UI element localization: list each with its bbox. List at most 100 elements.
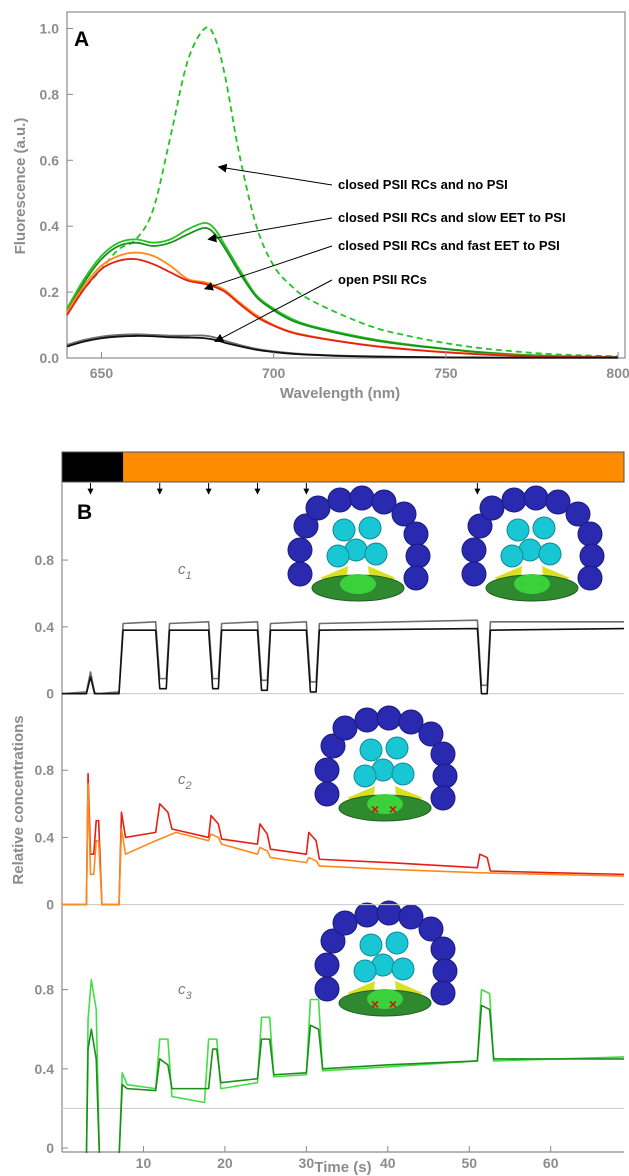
series-line-gray xyxy=(62,619,624,695)
antenna-blue xyxy=(349,485,375,511)
annotation-label: closed PSII RCs and fast EET to PSI xyxy=(338,238,560,253)
antenna-cyan xyxy=(364,542,388,566)
antenna-cyan xyxy=(385,931,409,955)
series-line-fast_eet_2 xyxy=(66,258,619,359)
antenna-blue xyxy=(577,521,603,547)
psii-complex-illustration-4: × × xyxy=(314,900,458,1017)
antenna-blue xyxy=(398,709,424,735)
psii-complex-illustration-2 xyxy=(461,485,605,602)
y-tick-label: 0.8 xyxy=(35,762,55,778)
annotation-arrow xyxy=(217,163,333,186)
antenna-blue xyxy=(314,976,340,1002)
antenna-blue xyxy=(479,495,505,521)
panel-b-x-ticks: 10 20 30 40 50 60 xyxy=(136,1146,559,1171)
antenna-blue xyxy=(430,741,456,767)
x-tick-label: 30 xyxy=(299,1155,315,1171)
x-tick-label: 10 xyxy=(136,1155,152,1171)
panel-b-x-axis-label: Time (s) xyxy=(314,1159,371,1176)
subplot-label-subscript: 1 xyxy=(186,570,192,582)
light-bar-frame xyxy=(61,451,625,483)
antenna-blue xyxy=(432,958,458,984)
y-tick-label: 1.0 xyxy=(40,20,60,36)
series-line-green_light xyxy=(85,978,624,1153)
antenna-blue xyxy=(391,501,417,527)
y-tick-label: 0.8 xyxy=(35,552,55,568)
y-tick-label: 0.8 xyxy=(35,982,55,998)
antenna-cyan xyxy=(500,544,524,568)
light-bar-dark xyxy=(62,452,124,482)
antenna-cyan xyxy=(391,957,415,981)
y-tick-label: 0.4 xyxy=(40,218,60,234)
antenna-blue xyxy=(405,543,431,569)
antenna-blue xyxy=(314,952,340,978)
panel-b-y-axis-label: Relative concentrations xyxy=(10,715,27,884)
annotation-arrow xyxy=(214,279,333,342)
subplot-label-subscript: 2 xyxy=(185,780,192,792)
annotation-label: closed PSII RCs and slow EET to PSI xyxy=(338,210,566,225)
x-tick-label: 20 xyxy=(217,1155,233,1171)
series-line-open_1 xyxy=(66,333,619,359)
subplot-label-c: c xyxy=(178,561,186,578)
antenna-blue xyxy=(430,980,456,1006)
antenna-blue xyxy=(432,763,458,789)
antenna-cyan xyxy=(332,518,356,542)
antenna-blue xyxy=(545,489,571,515)
closed-rc-x-icon: × xyxy=(371,996,379,1012)
panel-a-x-axis-label: Wavelength (nm) xyxy=(280,385,400,402)
flash-arrows xyxy=(87,483,481,495)
antenna-cyan xyxy=(391,762,415,786)
subplot-label: c1 xyxy=(178,561,192,582)
annotation-label: closed PSII RCs and no PSI xyxy=(338,177,508,192)
panel-a-annotations: closed PSII RCs and no PSI closed PSII RC… xyxy=(203,163,566,342)
core-green-light xyxy=(367,794,403,814)
y-tick-label: 0.4 xyxy=(35,829,55,845)
antenna-cyan xyxy=(353,959,377,983)
series-line-no_psi xyxy=(66,26,619,358)
antenna-blue xyxy=(287,537,313,563)
series-line-slow_eet_2 xyxy=(66,226,619,358)
panel-a-frame xyxy=(66,11,626,359)
y-tick-label: 0.8 xyxy=(40,86,60,102)
antenna-blue xyxy=(523,485,549,511)
antenna-blue xyxy=(332,910,358,936)
panel-a-ticks: 650 700 750 800 0.0 0.2 0.4 0.6 0.8 1.0 xyxy=(40,20,629,381)
closed-rc-x-icon: × xyxy=(389,996,397,1012)
antenna-cyan xyxy=(359,933,383,957)
antenna-cyan xyxy=(353,764,377,788)
series-line-green_dark xyxy=(85,1004,624,1153)
series-line-open_2 xyxy=(66,335,619,359)
subplot-label-c: c xyxy=(178,771,186,788)
panel-b-label: B xyxy=(77,501,92,524)
annotation-arrow xyxy=(207,217,333,243)
series-line-red xyxy=(62,772,624,906)
antenna-blue xyxy=(418,916,444,942)
x-tick-label: 50 xyxy=(461,1155,477,1171)
y-tick-label: 0 xyxy=(46,1140,54,1156)
annotation-label: open PSII RCs xyxy=(338,272,427,287)
antenna-blue xyxy=(565,501,591,527)
subplot-c2: 0 0.4 0.8 c2 xyxy=(35,762,624,913)
antenna-blue xyxy=(314,781,340,807)
subplot-label: c2 xyxy=(178,771,192,792)
antenna-blue xyxy=(430,936,456,962)
annotation-arrow xyxy=(203,245,333,291)
antenna-blue xyxy=(320,928,346,954)
antenna-blue xyxy=(403,521,429,547)
x-tick-label: 750 xyxy=(434,365,458,381)
antenna-blue xyxy=(320,733,346,759)
x-tick-label: 60 xyxy=(543,1155,559,1171)
panel-a-series xyxy=(66,26,619,359)
antenna-blue xyxy=(305,495,331,521)
antenna-blue xyxy=(287,561,313,587)
x-tick-label: 800 xyxy=(606,365,629,381)
closed-rc-x-icon: × xyxy=(371,801,379,817)
x-tick-label: 40 xyxy=(380,1155,396,1171)
antenna-blue xyxy=(354,902,380,928)
series-line-orange xyxy=(62,782,624,906)
series-line-black xyxy=(62,627,624,695)
psii-complex-illustration-1 xyxy=(287,485,431,602)
y-tick-label: 0.0 xyxy=(40,350,60,366)
antenna-blue xyxy=(293,513,319,539)
y-tick-label: 0.2 xyxy=(40,284,60,300)
core-green-light xyxy=(514,574,550,594)
